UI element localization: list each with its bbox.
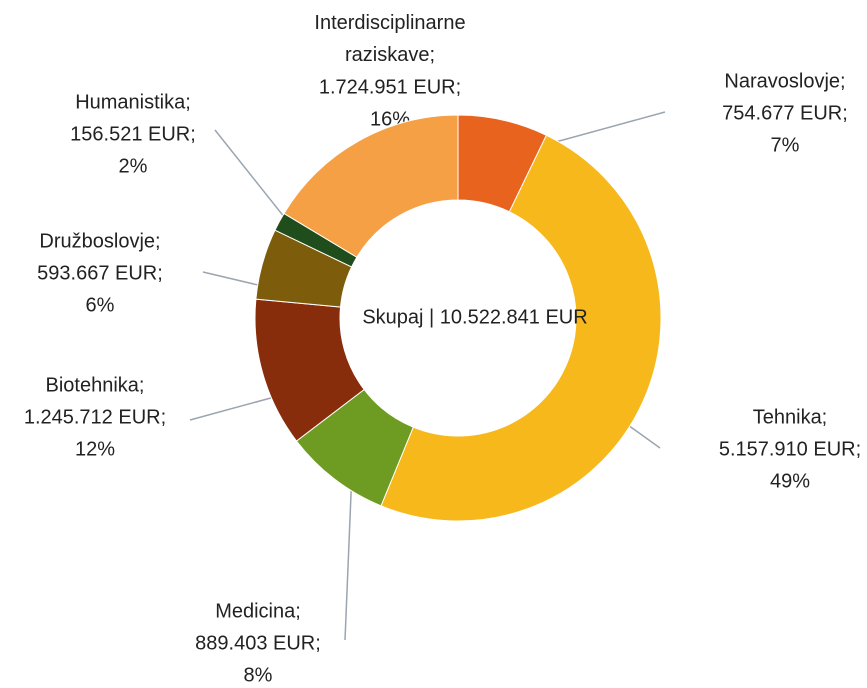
share-label: 8% bbox=[244, 664, 273, 686]
category-label: Biotehnika; bbox=[46, 374, 145, 396]
category-label: Interdisciplinarne raziskave; bbox=[314, 12, 465, 66]
value-label: 754.677 EUR; bbox=[722, 102, 848, 124]
share-label: 7% bbox=[771, 134, 800, 156]
category-label: Humanistika; bbox=[75, 91, 191, 113]
leader-line bbox=[344, 469, 353, 641]
value-label: 1.245.712 EUR; bbox=[24, 406, 166, 428]
value-label: 156.521 EUR; bbox=[70, 123, 196, 145]
category-label: Družboslovje; bbox=[39, 230, 160, 252]
share-label: 6% bbox=[86, 294, 115, 316]
category-label: Tehnika; bbox=[753, 406, 828, 428]
share-label: 12% bbox=[75, 438, 115, 460]
value-label: 1.724.951 EUR; bbox=[319, 76, 461, 98]
share-label: 49% bbox=[770, 470, 810, 492]
value-label: 889.403 EUR; bbox=[195, 632, 321, 654]
center-label: Skupaj | 10.522.841 EUR bbox=[362, 306, 587, 328]
value-label: 5.157.910 EUR; bbox=[719, 438, 861, 460]
value-label: 593.667 EUR; bbox=[37, 262, 163, 284]
category-label: Naravoslovje; bbox=[724, 70, 845, 92]
slice bbox=[283, 114, 459, 258]
slices bbox=[254, 114, 662, 522]
share-label: 2% bbox=[119, 155, 148, 177]
slice bbox=[380, 134, 662, 522]
category-label: Medicina; bbox=[215, 600, 301, 622]
